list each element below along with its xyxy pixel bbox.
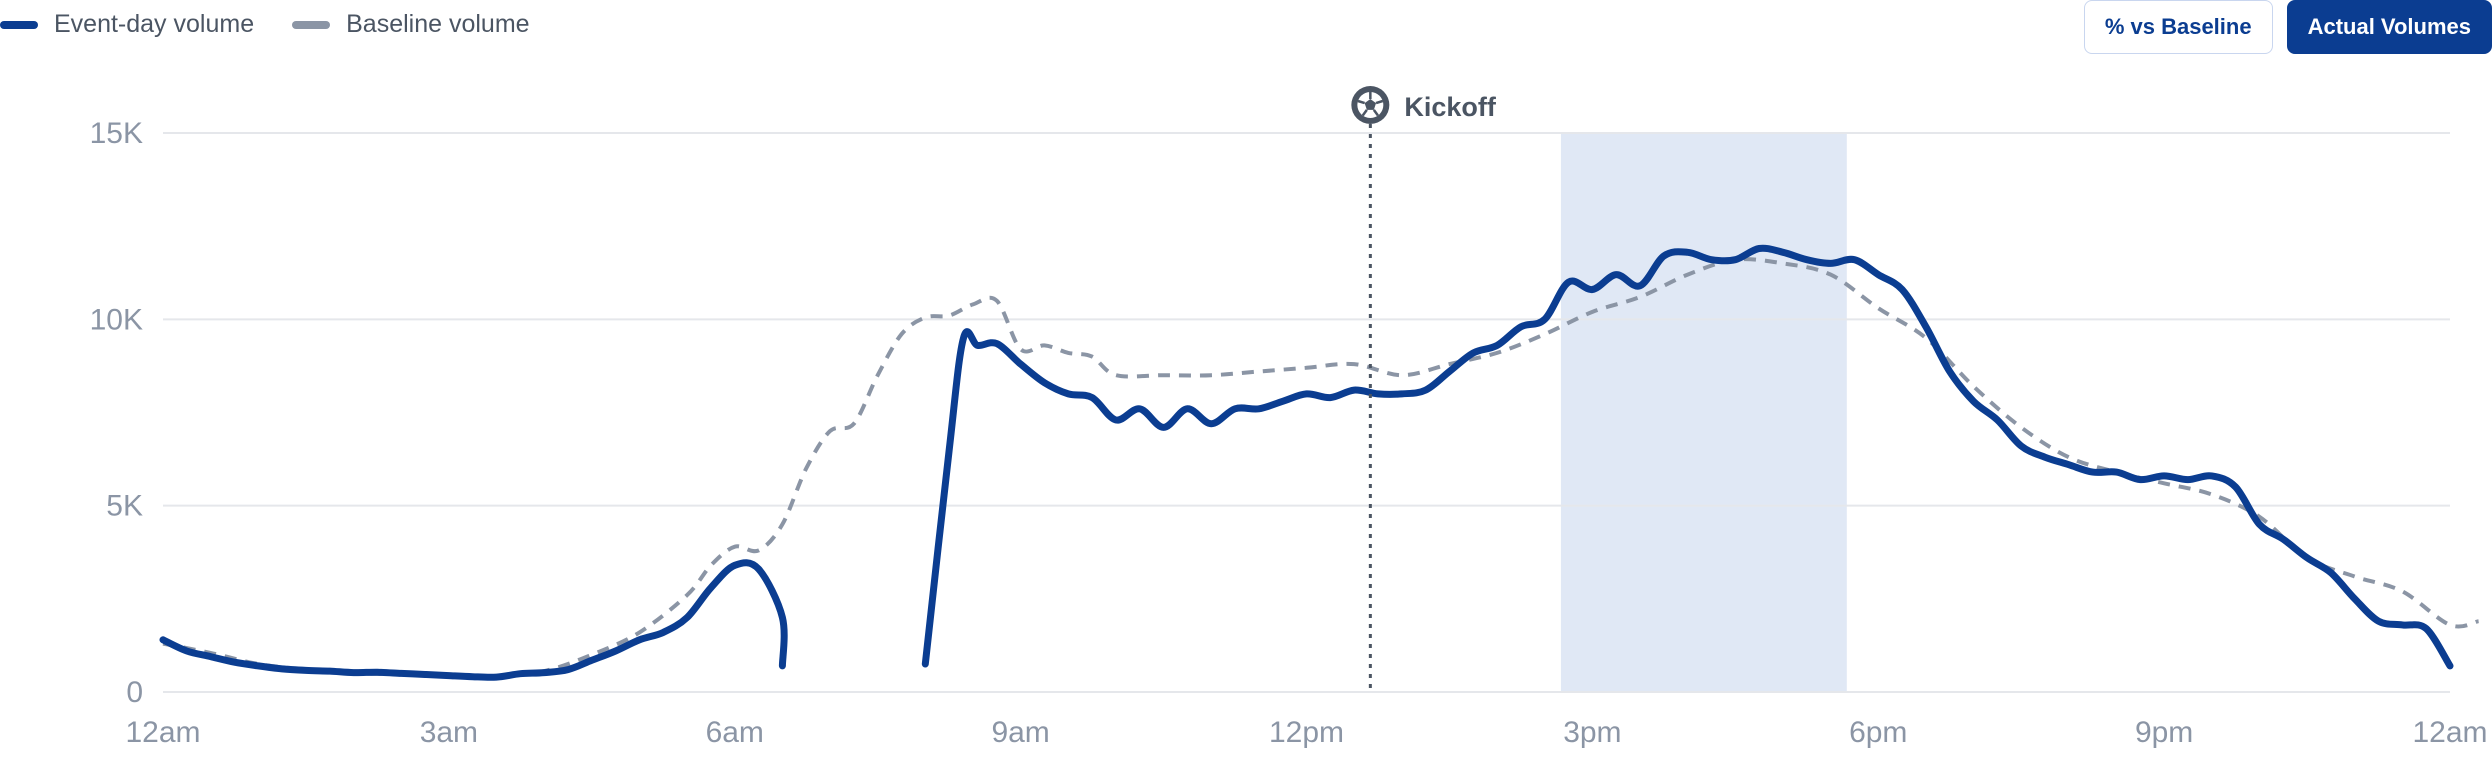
kickoff-label: Kickoff xyxy=(1404,92,1497,122)
soccer-ball-seam xyxy=(1372,109,1379,117)
y-tick-label: 0 xyxy=(126,676,143,709)
x-tick-label: 3am xyxy=(420,716,478,749)
legend-swatch-event xyxy=(0,20,38,29)
legend-label-event: Event-day volume xyxy=(54,10,255,38)
event-day-volume-line-1 xyxy=(921,244,2454,670)
soccer-ball-seam xyxy=(1361,109,1368,117)
baseline-volume-line-0 xyxy=(162,257,2480,679)
x-tick-label: 12am xyxy=(2412,716,2487,749)
pct-vs-baseline-button[interactable]: % vs Baseline xyxy=(2083,0,2273,54)
soccer-ball-pentagon xyxy=(1364,99,1377,110)
soccer-ball-icon xyxy=(1351,86,1390,124)
x-tick-label: 6am xyxy=(706,716,764,749)
legend-item-event: Event-day volume xyxy=(0,10,254,39)
soccer-ball-seam xyxy=(1357,99,1366,105)
y-tick-label: 5K xyxy=(106,490,143,523)
legend-label-baseline: Baseline volume xyxy=(346,10,530,38)
view-toggle-group: % vs Baseline Actual Volumes xyxy=(2083,0,2492,54)
y-tick-label: 10K xyxy=(90,303,143,336)
highlight-band xyxy=(1560,133,1847,692)
legend-item-baseline: Baseline volume xyxy=(292,10,530,39)
y-tick-label: 15K xyxy=(90,117,143,150)
chart-legend: Event-day volume Baseline volume xyxy=(0,10,568,39)
event-day-volume-line-0 xyxy=(159,559,788,681)
x-tick-label: 9am xyxy=(991,716,1049,749)
actual-volumes-button[interactable]: Actual Volumes xyxy=(2286,0,2492,54)
soccer-ball-seam xyxy=(1375,99,1384,105)
x-tick-label: 12am xyxy=(125,716,200,749)
x-tick-label: 6pm xyxy=(1849,716,1907,749)
x-tick-label: 3pm xyxy=(1563,716,1621,749)
legend-swatch-baseline xyxy=(292,20,331,29)
x-tick-label: 9pm xyxy=(2135,716,2193,749)
x-tick-label: 12pm xyxy=(1269,716,1344,749)
